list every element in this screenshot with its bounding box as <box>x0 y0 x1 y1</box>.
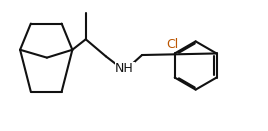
Text: Cl: Cl <box>166 38 178 51</box>
Text: NH: NH <box>115 62 134 75</box>
